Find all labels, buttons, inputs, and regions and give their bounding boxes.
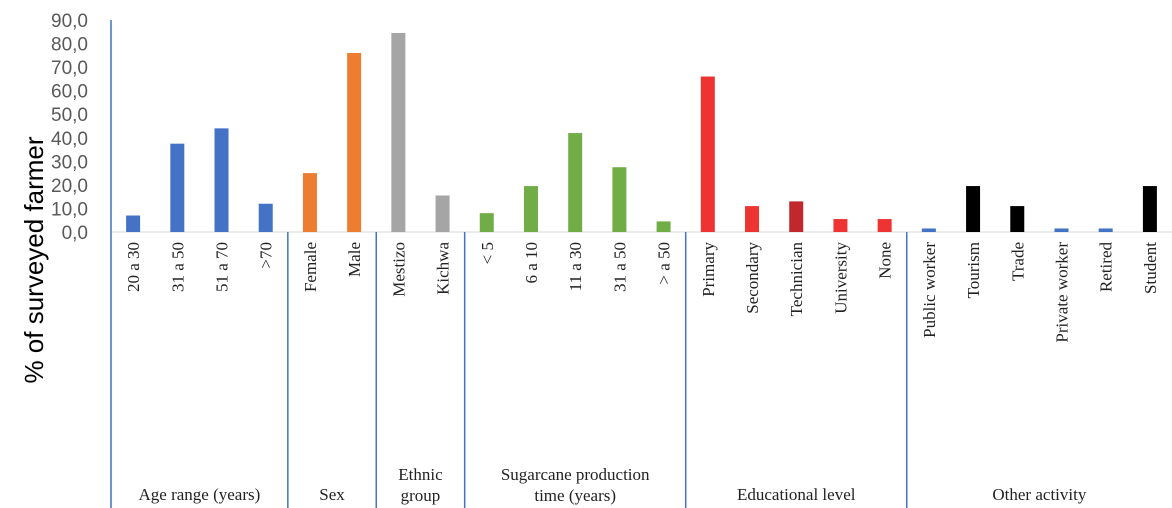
x-tick-label: > a 50	[655, 242, 674, 285]
bar	[656, 221, 671, 232]
x-tick-label: Technician	[787, 242, 806, 317]
bar	[1054, 228, 1069, 232]
bar	[877, 219, 892, 232]
bar	[435, 195, 450, 232]
bar	[568, 133, 583, 232]
bar	[523, 186, 538, 232]
group-labels: Age range (years) Sex Ethnic group Sugarcane…	[139, 465, 1087, 505]
x-tick-label: Male	[345, 242, 364, 277]
x-tick-label: 31 a 50	[610, 242, 629, 292]
y-tick-label: 60,0	[51, 82, 88, 103]
x-tick-label: 31 a 50	[168, 242, 187, 292]
bar	[700, 76, 715, 233]
group-label: Sex	[319, 485, 345, 504]
bar	[126, 215, 141, 232]
group-label: Age range (years)	[139, 485, 261, 504]
bar	[258, 203, 273, 232]
x-tick-label: Secondary	[743, 242, 762, 314]
bar	[170, 143, 185, 232]
group-label: time (years)	[534, 486, 616, 505]
bar	[347, 52, 362, 232]
y-tick-label: 70,0	[51, 58, 88, 79]
bar	[479, 213, 494, 232]
y-tick-label: 90,0	[51, 11, 88, 32]
group-label: group	[401, 486, 441, 505]
x-tick-label: Private worker	[1052, 242, 1071, 343]
y-tick-label: 10,0	[51, 199, 88, 220]
x-tick-label: 20 a 30	[124, 242, 143, 292]
bar	[391, 32, 406, 233]
y-tick-label: 30,0	[51, 152, 88, 173]
y-tick-label: 20,0	[51, 176, 88, 197]
bar	[1098, 228, 1113, 232]
x-tick-label: < 5	[478, 242, 497, 264]
bars	[126, 32, 1157, 233]
y-tick-label: 40,0	[51, 129, 88, 150]
bar	[612, 167, 627, 232]
bar	[1142, 186, 1157, 232]
x-tick-label: Tourism	[964, 242, 983, 298]
group-label: Educational level	[737, 485, 856, 504]
y-tick-label: 50,0	[51, 105, 88, 126]
x-tick-label: Retired	[1097, 242, 1116, 293]
bar	[745, 206, 760, 232]
bar	[302, 173, 317, 232]
bar	[214, 128, 229, 232]
x-tick-label: 6 a 10	[522, 242, 541, 284]
x-tick-label: Primary	[699, 242, 718, 297]
x-tick-label: Trade	[1008, 242, 1027, 281]
x-tick-label: University	[831, 242, 850, 314]
group-label: Other activity	[992, 485, 1086, 504]
group-label: Ethnic	[398, 465, 443, 484]
x-tick-label: Female	[301, 242, 320, 292]
y-axis-label: % of surveyed farmer	[19, 136, 49, 383]
x-tick-label: Public worker	[920, 242, 939, 338]
y-axis-ticks: 0,0 10,020,0 30,040,0 50,060,0 70,080,0 90,0	[51, 11, 88, 244]
bar	[1010, 206, 1025, 232]
bar	[789, 201, 804, 232]
x-axis-ticks: 20 a 30 31 a 50 51 a 70 >70 Female Male Mestiz…	[124, 242, 1160, 343]
x-tick-label: Student	[1141, 242, 1160, 294]
x-tick-label: None	[876, 242, 895, 279]
x-tick-label: Mestizo	[389, 242, 408, 297]
x-tick-label: 51 a 70	[213, 242, 232, 292]
x-tick-label: Kichwa	[434, 242, 453, 295]
bar	[966, 186, 981, 232]
y-tick-label: 0,0	[62, 223, 88, 244]
bar	[921, 228, 936, 232]
x-tick-label: 11 a 30	[566, 242, 585, 291]
x-tick-label: >70	[257, 242, 276, 269]
group-label: Sugarcane production	[501, 465, 650, 484]
y-tick-label: 80,0	[51, 35, 88, 56]
bar	[833, 219, 848, 232]
group-separators	[110, 20, 1172, 508]
